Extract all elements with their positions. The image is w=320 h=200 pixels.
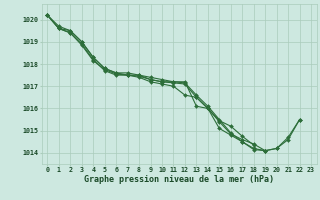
X-axis label: Graphe pression niveau de la mer (hPa): Graphe pression niveau de la mer (hPa) <box>84 175 274 184</box>
